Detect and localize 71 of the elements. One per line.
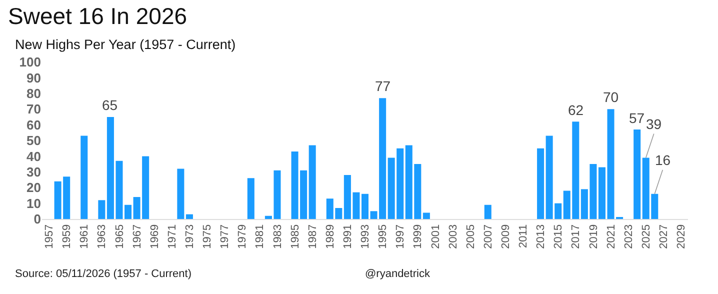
x-tick-label: 1983 <box>272 224 284 249</box>
x-tick-label: 1971 <box>166 224 178 249</box>
x-tick-label: 2029 <box>676 224 688 249</box>
data-label: 57 <box>629 110 645 126</box>
x-tick-label: 1975 <box>202 224 214 249</box>
x-tick-label: 1991 <box>342 224 354 249</box>
y-tick-label: 0 <box>34 212 41 227</box>
source-note: Source: 05/11/2026 (1957 - Current) <box>15 268 192 280</box>
x-tick-label: 1959 <box>61 224 74 249</box>
x-tick-label: 2003 <box>447 224 460 249</box>
bar <box>80 136 88 219</box>
x-tick-label: 1995 <box>377 224 390 249</box>
bar <box>308 145 316 219</box>
x-tick-label: 2011 <box>518 224 530 248</box>
chart-title: Sweet 16 In 2026 <box>8 3 188 29</box>
x-tick-label: 1989 <box>324 224 336 249</box>
x-tick-label: 2005 <box>464 224 477 249</box>
y-tick-label: 100 <box>19 54 41 70</box>
text: @ryandetrick <box>365 268 430 280</box>
x-tick-label: 1965 <box>114 224 126 249</box>
x-tick-label: 1999 <box>412 224 424 249</box>
y-tick-label: 30 <box>26 164 41 180</box>
data-label: 39 <box>646 116 662 132</box>
x-tick-label: 2017 <box>570 224 582 249</box>
y-tick-label: 80 <box>26 86 41 101</box>
x-tick-label: 1979 <box>236 224 249 249</box>
x-tick-label: 1969 <box>148 224 161 249</box>
y-tick-label: 60 <box>26 117 41 132</box>
x-tick-label: 1967 <box>131 224 144 249</box>
x-tick-label: 2001 <box>430 224 442 249</box>
x-tick-label: 1963 <box>96 224 108 249</box>
data-label: 77 <box>375 78 391 94</box>
data-label: 16 <box>655 152 671 168</box>
data-label: 70 <box>603 89 619 105</box>
x-tick-label: 1957 <box>44 224 56 249</box>
y-tick-label: 40 <box>26 148 41 164</box>
x-tick-label: 1973 <box>184 224 196 249</box>
bar <box>484 204 492 219</box>
bar <box>177 168 184 219</box>
y-tick-label: 10 <box>26 196 41 211</box>
bar <box>634 130 641 219</box>
x-tick-label: 2021 <box>605 224 618 249</box>
x-tick-label: 1977 <box>219 224 232 249</box>
x-tick-label: 2013 <box>535 224 548 249</box>
bar <box>598 167 606 219</box>
x-tick-label: 1987 <box>306 224 319 249</box>
bar <box>98 200 106 219</box>
x-tick-label: 2009 <box>500 224 512 249</box>
bar <box>186 214 193 219</box>
chart-subtitle: New Highs Per Year (1957 - Current) <box>15 37 236 52</box>
x-tick-label: 2019 <box>588 224 600 249</box>
bar <box>247 178 254 219</box>
x-tick-label: 2023 <box>622 224 635 249</box>
y-tick-label: 50 <box>26 133 41 148</box>
bar <box>361 194 369 219</box>
x-tick-label: 1981 <box>254 224 266 249</box>
x-tick-label: 2025 <box>640 224 652 249</box>
x-tick-label: 1997 <box>394 224 407 249</box>
data-label: 62 <box>568 102 584 118</box>
bar <box>422 212 430 219</box>
y-tick-label: 20 <box>26 180 41 196</box>
y-tick-label: 90 <box>26 70 41 86</box>
x-tick-label: 2015 <box>552 224 565 249</box>
x-tick-label: 1985 <box>289 224 302 249</box>
bar <box>537 148 544 219</box>
y-tick-label: 70 <box>26 102 41 117</box>
x-tick-label: 2007 <box>482 224 494 249</box>
x-tick-label: 1993 <box>360 224 372 249</box>
x-tick-label: 2027 <box>658 224 670 249</box>
x-tick-label: 1961 <box>78 224 91 249</box>
data-label: 65 <box>102 97 118 113</box>
